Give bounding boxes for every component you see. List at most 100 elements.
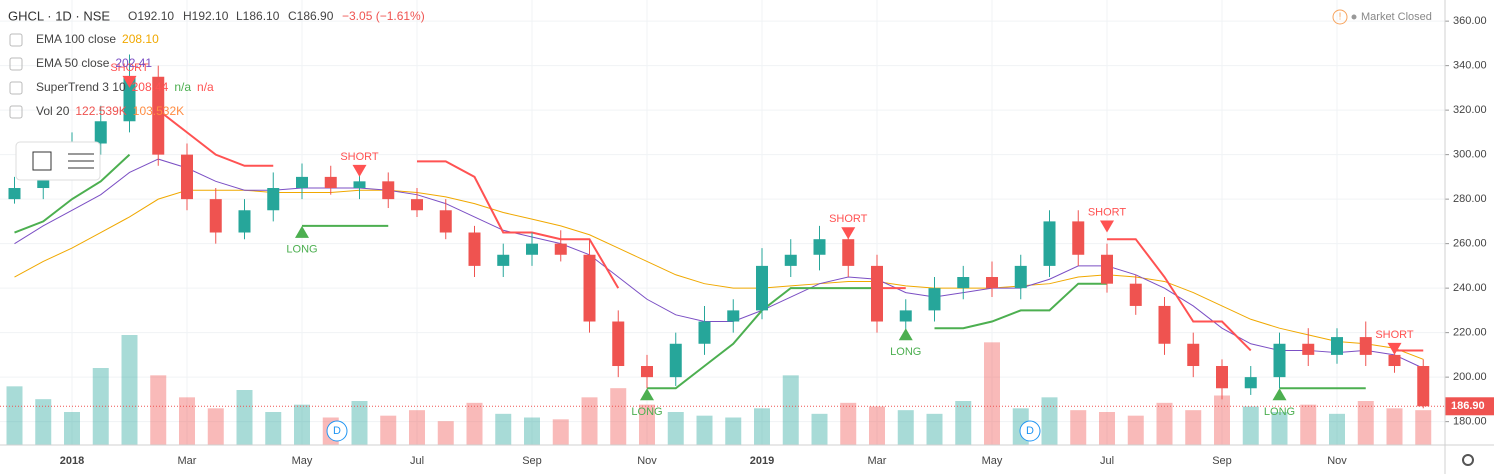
x-tick-label: 2018 — [60, 455, 84, 467]
x-tick-label: Sep — [522, 455, 542, 467]
status-dot — [1351, 14, 1357, 20]
candle-body — [669, 343, 682, 378]
candle-body — [641, 366, 653, 378]
visibility-toggle[interactable] — [9, 105, 23, 119]
candle-body — [784, 254, 797, 266]
legend-name: EMA 50 close — [36, 56, 110, 70]
volume-bar — [207, 408, 224, 445]
legend-value: 208.10 — [122, 32, 159, 46]
volume-bar — [754, 408, 770, 445]
volume-bar — [524, 417, 540, 445]
volume-bar — [64, 412, 80, 445]
legend-name: SuperTrend 3 10 — [36, 80, 126, 94]
candle-body — [899, 310, 912, 322]
candle-body — [382, 181, 395, 200]
visibility-toggle[interactable] — [9, 33, 23, 47]
market-status: Market Closed — [1361, 11, 1432, 23]
visibility-toggle[interactable] — [9, 81, 23, 95]
volume-bar — [1415, 410, 1432, 445]
legend-name: EMA 100 close — [36, 32, 116, 46]
candle-body — [1158, 305, 1171, 344]
y-tick-label: 320.00 — [1453, 104, 1487, 116]
signal-arrow — [1272, 388, 1287, 401]
candle-body — [842, 239, 855, 266]
dividend-marker[interactable] — [326, 420, 348, 442]
candle-body — [1331, 337, 1343, 355]
volume-bar — [466, 402, 483, 445]
legend-value: 122.539K — [75, 104, 126, 118]
legend-value: 208.44 — [132, 80, 169, 94]
volume-bar — [1070, 410, 1087, 445]
candle-body — [296, 176, 308, 189]
signal-label: SHORT — [340, 151, 379, 163]
candle-body — [1388, 354, 1401, 367]
indicator-line — [14, 153, 1366, 390]
volume-bar — [581, 397, 598, 445]
dividend-marker[interactable] — [1019, 420, 1041, 442]
volume-bar — [1127, 415, 1144, 445]
volume-bar — [955, 401, 972, 445]
volume-bar — [1242, 406, 1259, 445]
x-tick-label: Sep — [1212, 455, 1232, 467]
candle-body — [583, 254, 596, 322]
volume-bar — [1329, 413, 1345, 445]
x-tick-label: Mar — [868, 455, 887, 467]
volume-bar — [1300, 404, 1317, 445]
volume-bar — [409, 410, 425, 445]
candle-body — [928, 288, 941, 311]
ohlc-low: L186.10 — [236, 9, 280, 23]
ohlc-close: C186.90 — [288, 9, 334, 23]
volume-bar — [811, 413, 828, 445]
y-tick-label: 280.00 — [1453, 193, 1487, 205]
volume-bar — [1271, 412, 1288, 445]
volume-bar — [552, 419, 569, 445]
lines-tool[interactable] — [68, 153, 94, 169]
last-price-label: 186.90 — [1451, 400, 1485, 412]
indicator-line — [14, 189, 1424, 360]
volume-bar — [667, 412, 684, 445]
volume-bar — [1099, 412, 1115, 445]
settings-icon[interactable] — [1462, 454, 1474, 466]
candle-body — [181, 154, 193, 200]
volume-bar — [179, 397, 195, 445]
volume-bar — [725, 417, 742, 445]
candle-body — [267, 188, 280, 211]
volume-bar — [351, 401, 368, 445]
signal-label: LONG — [631, 406, 662, 418]
rect-tool[interactable] — [32, 151, 52, 171]
x-tick-label: Jul — [410, 455, 424, 467]
volume-bar — [380, 415, 397, 445]
visibility-toggle[interactable] — [9, 57, 23, 71]
candle-body — [1129, 283, 1142, 306]
volume-bar — [92, 368, 109, 445]
volume-bar — [1185, 410, 1202, 445]
candle-body — [813, 239, 826, 255]
volume-bar — [1041, 397, 1058, 445]
volume-bar — [869, 406, 885, 445]
candle-body — [238, 210, 251, 233]
volume-bar — [610, 388, 627, 445]
volume-bar — [984, 342, 1000, 445]
candle-body — [1216, 366, 1228, 389]
volume-bar — [1357, 401, 1374, 445]
signal-label: LONG — [1264, 406, 1295, 418]
x-tick-label: Nov — [637, 455, 657, 467]
alert-icon[interactable] — [1332, 9, 1348, 25]
candle-body — [411, 199, 423, 211]
signal-arrow — [295, 225, 309, 238]
candle-body — [1072, 221, 1085, 255]
candle-body — [727, 310, 740, 322]
volume-bar — [6, 386, 23, 445]
signal-arrow — [122, 75, 137, 88]
signal-label: SHORT — [1088, 206, 1127, 218]
candle-body — [698, 321, 711, 344]
dividend-icon: D — [1026, 425, 1034, 437]
signal-label: SHORT — [829, 213, 868, 225]
signal-arrow — [841, 227, 856, 240]
y-tick-label: 180.00 — [1453, 416, 1487, 428]
volume-bar — [150, 375, 167, 445]
volume-bar — [265, 412, 282, 445]
candle-body — [756, 265, 768, 311]
candle-body — [209, 199, 222, 233]
